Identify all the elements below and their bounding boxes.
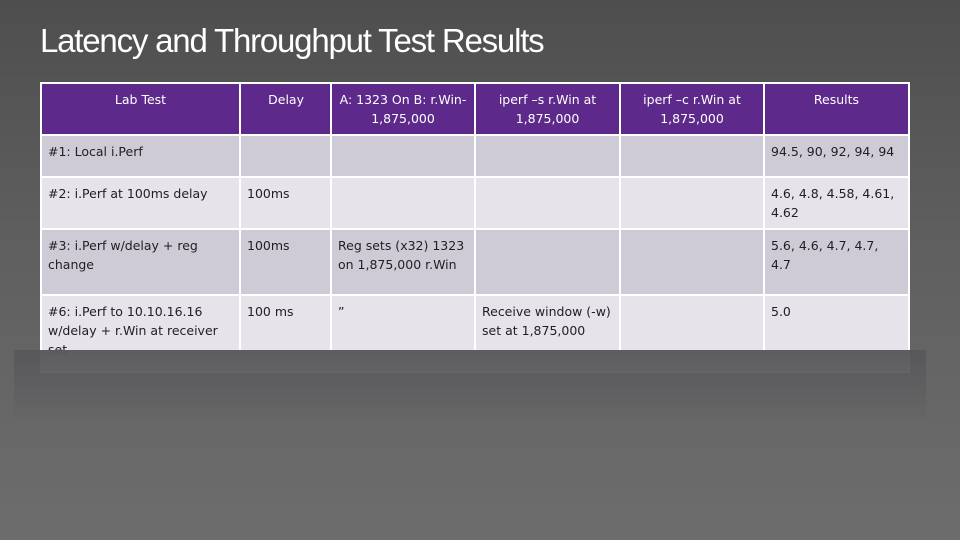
table-cell [474, 176, 621, 230]
table-cell: 5.6, 4.6, 4.7, 4.7, 4.7 [763, 228, 910, 296]
table-cell: #1: Local i.Perf [40, 134, 241, 178]
header-iperf-s: iperf –s r.Win at 1,875,000 [474, 82, 621, 136]
table-header-row: Lab Test Delay A: 1323 On B: r.Win-1,875… [40, 82, 910, 136]
table-cell: 100ms [239, 228, 332, 296]
table-cell [330, 134, 476, 178]
table-cell [474, 134, 621, 178]
table-cell [330, 176, 476, 230]
table-row: #1: Local i.Perf 94.5, 90, 92, 94, 94 [40, 134, 910, 178]
table-cell: #3: i.Perf w/delay + reg change [40, 228, 241, 296]
table-cell [239, 134, 332, 178]
results-table: Lab Test Delay A: 1323 On B: r.Win-1,875… [40, 82, 910, 373]
table-cell [619, 228, 765, 296]
table-row: #2: i.Perf at 100ms delay 100ms 4.6, 4.8… [40, 176, 910, 230]
table-cell: #2: i.Perf at 100ms delay [40, 176, 241, 230]
table-cell: Reg sets (x32) 1323 on 1,875,000 r.Win [330, 228, 476, 296]
table-row: #3: i.Perf w/delay + reg change 100ms Re… [40, 228, 910, 296]
table-cell [619, 134, 765, 178]
table-cell [474, 228, 621, 296]
table-cell: 4.6, 4.8, 4.58, 4.61, 4.62 [763, 176, 910, 230]
header-delay: Delay [239, 82, 332, 136]
table-cell [619, 176, 765, 230]
table-cell: 100ms [239, 176, 332, 230]
header-iperf-c: iperf –c r.Win at 1,875,000 [619, 82, 765, 136]
table-cell: 94.5, 90, 92, 94, 94 [763, 134, 910, 178]
page-title: Latency and Throughput Test Results [40, 22, 545, 59]
header-lab-test: Lab Test [40, 82, 241, 136]
header-results: Results [763, 82, 910, 136]
table-fade-overlay [14, 350, 926, 424]
header-a-b: A: 1323 On B: r.Win-1,875,000 [330, 82, 476, 136]
